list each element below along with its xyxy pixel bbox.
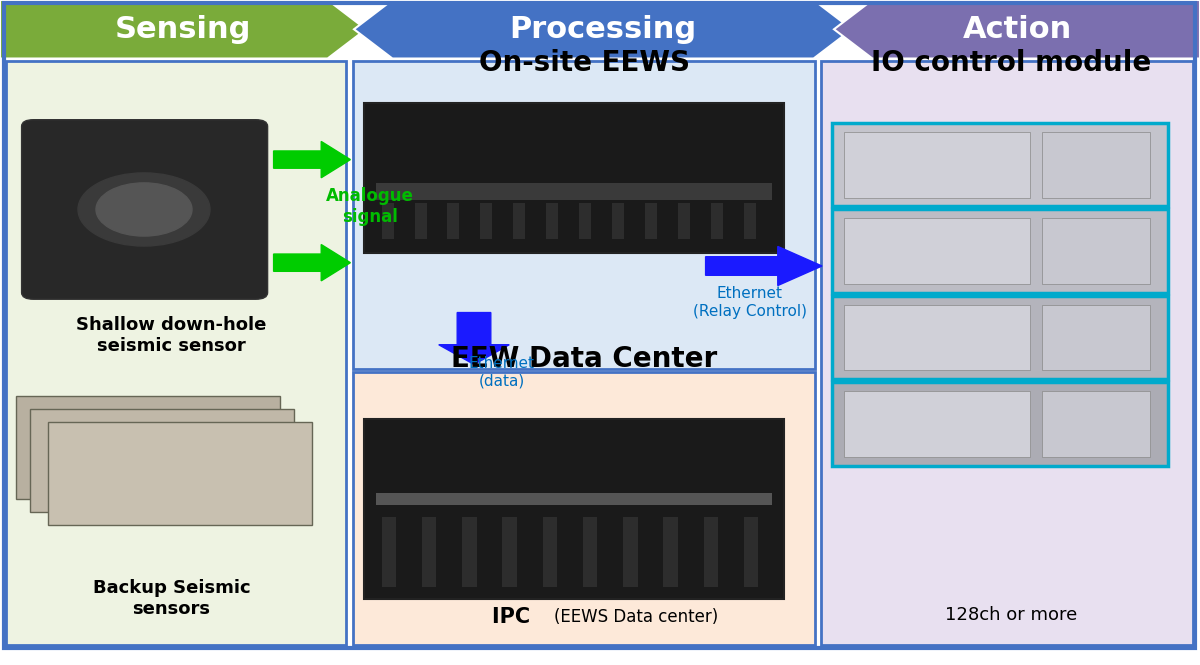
Text: Analogue
signal: Analogue signal xyxy=(325,187,414,225)
Text: IO control module: IO control module xyxy=(871,49,1152,77)
FancyBboxPatch shape xyxy=(623,517,637,587)
Text: Ethernet
(Relay Control): Ethernet (Relay Control) xyxy=(694,287,808,319)
FancyArrow shape xyxy=(439,313,509,364)
FancyBboxPatch shape xyxy=(376,183,772,200)
Polygon shape xyxy=(0,0,366,59)
Text: IPC: IPC xyxy=(492,607,538,627)
FancyBboxPatch shape xyxy=(646,203,658,239)
FancyBboxPatch shape xyxy=(821,61,1193,645)
FancyBboxPatch shape xyxy=(480,203,492,239)
FancyBboxPatch shape xyxy=(1042,132,1150,198)
FancyBboxPatch shape xyxy=(48,422,312,525)
FancyBboxPatch shape xyxy=(22,120,268,299)
Text: (EEWS Data center): (EEWS Data center) xyxy=(554,608,719,626)
Text: On-site EEWS: On-site EEWS xyxy=(479,49,690,77)
FancyBboxPatch shape xyxy=(1042,305,1150,370)
Polygon shape xyxy=(354,0,852,59)
Circle shape xyxy=(78,173,210,246)
FancyBboxPatch shape xyxy=(353,372,815,645)
FancyBboxPatch shape xyxy=(364,103,784,253)
FancyBboxPatch shape xyxy=(844,218,1030,284)
FancyBboxPatch shape xyxy=(832,209,1168,293)
FancyBboxPatch shape xyxy=(546,203,558,239)
FancyBboxPatch shape xyxy=(678,203,690,239)
FancyBboxPatch shape xyxy=(414,203,426,239)
FancyBboxPatch shape xyxy=(422,517,437,587)
FancyBboxPatch shape xyxy=(612,203,624,239)
FancyArrow shape xyxy=(274,245,350,281)
Circle shape xyxy=(96,183,192,236)
Text: 128ch or more: 128ch or more xyxy=(946,606,1078,624)
FancyBboxPatch shape xyxy=(503,517,517,587)
FancyBboxPatch shape xyxy=(6,61,346,645)
FancyBboxPatch shape xyxy=(744,203,756,239)
FancyBboxPatch shape xyxy=(382,517,396,587)
FancyBboxPatch shape xyxy=(364,419,784,598)
FancyBboxPatch shape xyxy=(580,203,592,239)
FancyBboxPatch shape xyxy=(844,305,1030,370)
FancyBboxPatch shape xyxy=(376,493,772,505)
FancyBboxPatch shape xyxy=(664,517,678,587)
Text: Sensing: Sensing xyxy=(115,15,251,44)
FancyBboxPatch shape xyxy=(844,132,1030,198)
FancyBboxPatch shape xyxy=(353,61,815,369)
Text: Backup Seismic
sensors: Backup Seismic sensors xyxy=(92,579,251,618)
Text: Shallow down-hole
seismic sensor: Shallow down-hole seismic sensor xyxy=(77,317,266,355)
FancyBboxPatch shape xyxy=(1042,391,1150,457)
FancyBboxPatch shape xyxy=(30,409,294,512)
Text: Processing: Processing xyxy=(510,15,696,44)
FancyBboxPatch shape xyxy=(832,296,1168,379)
Text: Action: Action xyxy=(962,15,1072,44)
FancyBboxPatch shape xyxy=(542,517,557,587)
FancyArrow shape xyxy=(274,142,350,178)
FancyBboxPatch shape xyxy=(832,382,1168,465)
FancyBboxPatch shape xyxy=(462,517,476,587)
FancyBboxPatch shape xyxy=(16,396,280,499)
FancyBboxPatch shape xyxy=(844,391,1030,457)
FancyBboxPatch shape xyxy=(448,203,460,239)
FancyBboxPatch shape xyxy=(832,123,1168,206)
FancyBboxPatch shape xyxy=(744,517,758,587)
FancyArrow shape xyxy=(706,247,822,285)
Polygon shape xyxy=(834,0,1200,59)
FancyBboxPatch shape xyxy=(583,517,598,587)
FancyBboxPatch shape xyxy=(514,203,526,239)
FancyBboxPatch shape xyxy=(1042,218,1150,284)
FancyBboxPatch shape xyxy=(712,203,724,239)
Text: Ethernet
(data): Ethernet (data) xyxy=(468,356,534,388)
FancyBboxPatch shape xyxy=(703,517,718,587)
Text: EEW Data Center: EEW Data Center xyxy=(451,345,718,373)
FancyBboxPatch shape xyxy=(382,203,394,239)
